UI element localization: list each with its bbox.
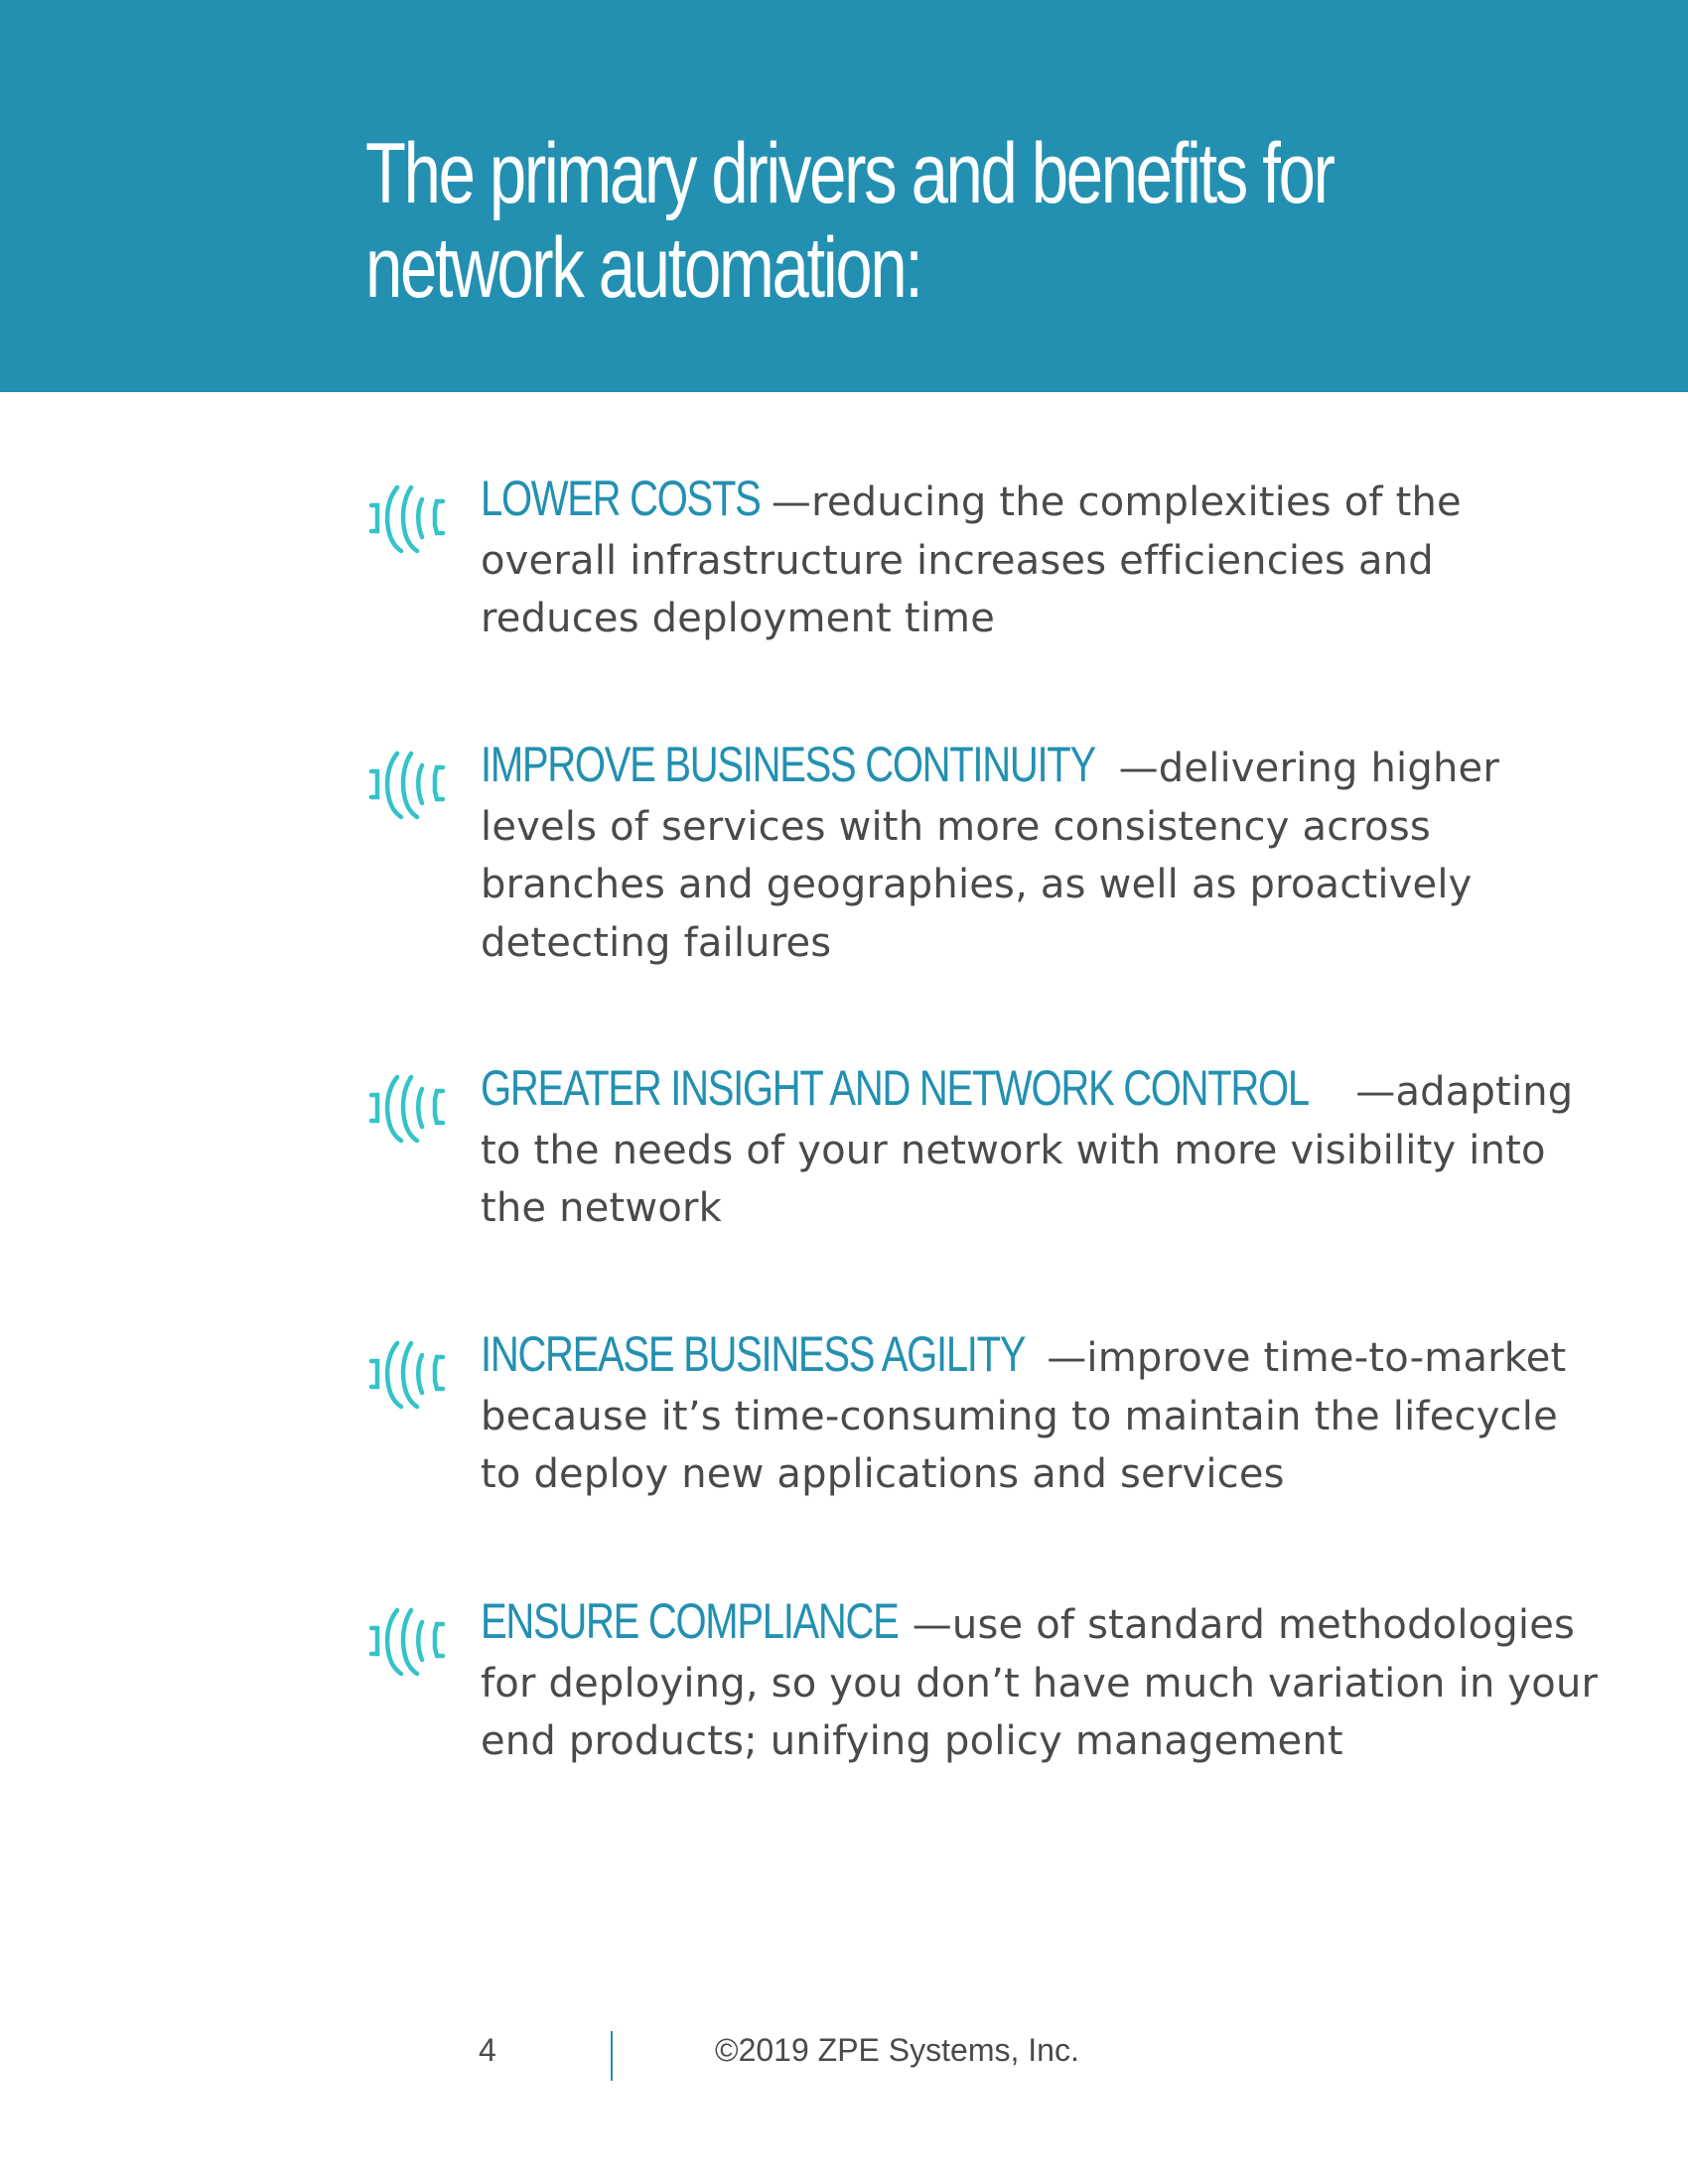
fingerprint-icon — [368, 1340, 446, 1410]
benefit-text: IMPROVE BUSINESS CONTINUITY —delivering h… — [481, 736, 1603, 972]
benefit-text: LOWER COSTS —reducing the complexities of… — [481, 470, 1603, 648]
benefit-text: ENSURE COMPLIANCE —use of standard method… — [481, 1592, 1603, 1771]
page-title: The primary drivers and benefits for net… — [365, 127, 1336, 316]
benefit-description: —delivering higher levels of services wi… — [481, 746, 1499, 966]
fingerprint-icon — [368, 484, 446, 554]
page-title-line-2: network automation: — [365, 220, 923, 316]
fingerprint-icon — [368, 1607, 446, 1677]
fingerprint-icon — [368, 1074, 446, 1144]
benefits-list: LOWER COSTS —reducing the complexities of… — [368, 470, 1603, 1771]
header-band — [0, 0, 1688, 392]
benefit-heading: GREATER INSIGHT AND NETWORK CONTROL — [481, 1060, 1310, 1116]
footer-copyright: ©2019 ZPE Systems, Inc. — [715, 2032, 1079, 2068]
benefit-description: —adapting to the needs of your network w… — [481, 1069, 1574, 1231]
page-title-line-1: The primary drivers and benefits for — [365, 126, 1336, 221]
benefit-description: —reducing the complexities of the overal… — [481, 479, 1462, 641]
fingerprint-icon — [368, 751, 446, 820]
benefit-description: —use of standard methodologies for deplo… — [481, 1602, 1599, 1764]
benefit-heading: LOWER COSTS — [481, 471, 762, 526]
benefit-heading: IMPROVE BUSINESS CONTINUITY — [481, 737, 1096, 792]
benefit-text: GREATER INSIGHT AND NETWORK CONTROL —adap… — [481, 1059, 1603, 1238]
footer-page-number: 4 — [479, 2032, 496, 2068]
footer-divider — [611, 2031, 613, 2081]
benefit-description: —improve time-to-market because it’s tim… — [481, 1335, 1567, 1497]
benefit-heading: ENSURE COMPLIANCE — [481, 1593, 900, 1649]
benefit-text: INCREASE BUSINESS AGILITY —improve time-t… — [481, 1325, 1603, 1504]
benefit-heading: INCREASE BUSINESS AGILITY — [481, 1326, 1026, 1382]
